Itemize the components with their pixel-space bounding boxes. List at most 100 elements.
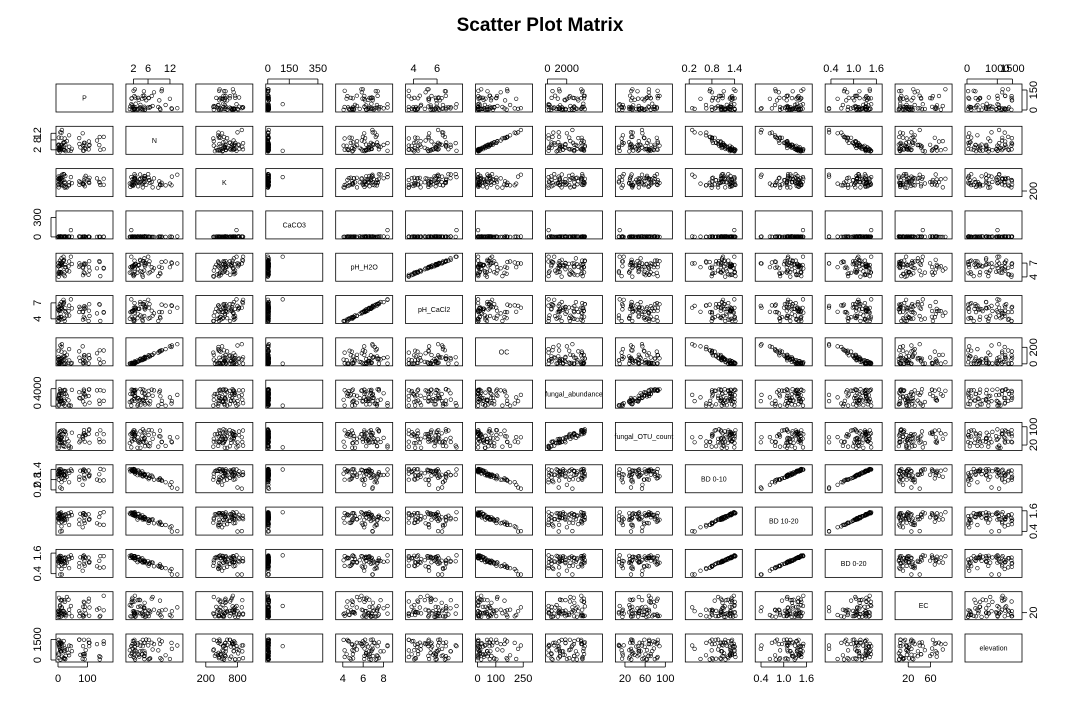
data-point (719, 145, 724, 151)
data-point (767, 265, 773, 270)
data-point (629, 134, 634, 140)
panel-ph-cacl2-vs-fungal-otu-count (614, 295, 673, 324)
data-point (932, 135, 937, 140)
data-point (229, 145, 234, 150)
data-point (412, 140, 417, 145)
data-point (214, 145, 219, 150)
data-point (136, 180, 141, 185)
data-point (966, 104, 972, 109)
data-point (280, 102, 285, 107)
data-point (240, 147, 246, 152)
panel-n-vs-k (195, 125, 254, 155)
data-point (800, 228, 806, 233)
data-point (345, 93, 350, 99)
data-point (500, 318, 505, 324)
data-point (175, 106, 180, 111)
data-point (1009, 318, 1014, 324)
data-point (354, 139, 360, 144)
data-point (616, 316, 622, 321)
data-point (133, 95, 138, 100)
data-point (237, 95, 242, 100)
data-point (423, 90, 428, 95)
data-point (904, 97, 910, 102)
data-point (159, 302, 164, 307)
data-point (437, 107, 442, 112)
data-point (911, 95, 916, 100)
data-point (101, 176, 106, 181)
data-point (101, 147, 106, 152)
panel-ph-cacl2-vs-bd-10-20 (754, 295, 813, 324)
data-point (232, 272, 237, 277)
data-point (222, 134, 227, 140)
data-point (975, 133, 980, 138)
data-point (634, 147, 639, 152)
panel-n-vs-oc (475, 125, 533, 155)
data-point (784, 93, 789, 99)
data-point (646, 87, 652, 92)
data-point (135, 107, 140, 112)
data-point (175, 305, 180, 310)
data-point (579, 315, 584, 320)
data-point (498, 90, 503, 95)
data-point (858, 318, 863, 324)
data-point (68, 148, 73, 153)
data-point (988, 139, 993, 144)
data-point (485, 89, 490, 94)
data-point (726, 301, 731, 306)
data-point (428, 104, 433, 109)
data-point (500, 104, 505, 110)
data-point (845, 107, 850, 112)
data-point (441, 130, 446, 135)
data-point (371, 142, 376, 147)
data-point (413, 145, 418, 151)
data-point (841, 134, 847, 140)
data-point (767, 96, 773, 101)
data-point (620, 264, 625, 269)
data-point (858, 274, 863, 279)
data-point (994, 106, 999, 112)
data-point (158, 107, 163, 112)
data-point (488, 98, 494, 103)
data-point (580, 147, 585, 152)
data-point (218, 148, 223, 153)
data-point (423, 138, 428, 143)
data-point (169, 174, 174, 179)
data-point (140, 96, 145, 101)
data-point (559, 318, 564, 324)
data-point (927, 142, 933, 147)
data-point (790, 89, 795, 94)
data-point (426, 148, 431, 153)
data-point (430, 147, 435, 152)
panel-p-vs-bd-0-10 (684, 83, 743, 113)
data-point (348, 140, 353, 145)
panel-border (894, 83, 953, 113)
data-point (495, 103, 500, 109)
panel-ph-h2o-vs-n (125, 252, 184, 282)
data-point (1003, 93, 1008, 99)
data-point (157, 98, 162, 103)
data-point (581, 104, 586, 109)
data-point (97, 180, 102, 185)
data-point (1003, 139, 1008, 144)
panel-ph-h2o-vs-fungal-abundance (545, 252, 603, 282)
data-point (984, 146, 989, 151)
data-point (794, 106, 799, 111)
data-point (995, 96, 1000, 101)
panel-ph-cacl2-vs-fungal-abundance (545, 295, 603, 324)
data-point (443, 93, 448, 98)
data-point (69, 146, 74, 151)
data-point (498, 138, 503, 143)
data-point (341, 107, 346, 112)
diagonal-label-n: N (152, 138, 157, 145)
data-point (999, 90, 1005, 95)
data-point (898, 101, 903, 106)
data-point (784, 139, 789, 144)
data-point (485, 143, 490, 148)
data-point (965, 180, 971, 185)
data-point (149, 93, 154, 99)
data-point (418, 185, 423, 190)
data-point (1009, 98, 1015, 103)
data-point (920, 228, 925, 233)
data-point (225, 316, 230, 321)
panel-ph-cacl2-vs-k (195, 295, 254, 324)
